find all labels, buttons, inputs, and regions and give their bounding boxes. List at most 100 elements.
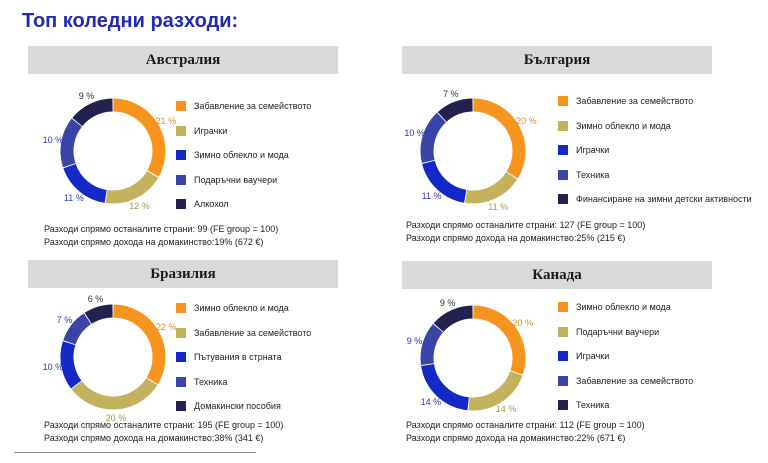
panel-title: Канада [402,261,712,289]
legend-label: Зимно облекло и мода [576,120,671,131]
legend-swatch [558,302,568,313]
stat-relative-spend: Разходи спрямо останалите страни: 99 (FE… [44,224,279,234]
percent-label: 21 % [155,115,177,126]
legend-swatch [176,376,186,387]
legend-label: Играчки [576,145,610,156]
percent-label: 10 % [42,135,64,146]
donut-segment [60,341,82,389]
percent-label: 20 % [516,116,537,127]
donut-segment [60,118,83,168]
legend-swatch [558,120,568,131]
legend-label: Подаръчни ваучери [576,326,660,337]
panel-title: Бразилия [28,260,338,288]
legend-swatch [176,125,186,136]
donut-segment [420,324,444,365]
donut-segment [420,112,447,163]
legend-swatch [558,145,568,156]
legend-item: Домакински пособия [176,394,311,419]
legend-label: Домакински пособия [194,401,281,412]
legend-item: Зимно облекло и мода [176,296,311,321]
percent-label: 22 % [156,322,177,333]
panel-canada: Канада Зимно облекло и мода Подаръчни вау… [402,261,712,461]
legend-item: Зимно облекло и мода [176,143,311,168]
legend-item: Подаръчни ваучери [558,320,693,345]
percent-label: 10 % [404,128,425,139]
panel-australia: Австралия Забавление за семейството Играч… [28,46,338,247]
legend-label: Играчки [576,351,610,362]
donut-segment [433,305,473,333]
stats-block: Разходи спрямо останалите страни: 127 (F… [406,219,645,245]
legend-label: Пътувания в стрната [194,352,282,363]
donut-segment [63,163,108,203]
legend-label: Подаръчни ваучери [194,174,278,185]
legend-item: Техника [176,370,311,395]
donut-segment [473,98,526,179]
legend-swatch [558,375,568,386]
stat-income-share: Разходи спрямо дохода на домакинство:22%… [406,433,626,443]
percent-label: 11 % [63,192,84,203]
donut-segment [465,172,518,204]
legend-label: Зимно облекло и мода [194,303,289,314]
page-title: Топ коледни разходи: [22,10,239,32]
percent-label: 20 % [512,317,533,328]
legend-item: Играчки [176,119,311,144]
legend: Забавление за семейството Играчки Зимно об… [176,94,311,217]
legend-item: Подаръчни ваучери [176,168,311,193]
donut-segment [422,160,467,203]
percent-label: 9 % [406,335,423,346]
percent-label: 11 % [421,190,442,201]
percent-label: 9 % [78,91,95,102]
legend-label: Забавление за семейството [194,101,312,112]
donut-segment [113,98,166,177]
legend-label: Забавление за семейството [576,375,694,386]
stat-relative-spend: Разходи спрямо останалите страни: 127 (F… [406,220,646,230]
panel-brazil: Бразилия Зимно облекло и мода Забавление … [28,260,338,460]
stat-income-share: Разходи спрямо дохода на домакинство:25%… [406,233,626,243]
legend: Зимно облекло и мода Забавление за семейс… [176,296,311,419]
legend-item: Забавление за семейството [558,369,693,394]
legend-item: Зимно облекло и мода [558,295,693,320]
legend-label: Забавление за семейството [194,327,312,338]
legend: Забавление за семейството Зимно облекло и… [558,89,752,212]
stats-block: Разходи спрямо останалите страни: 195 (F… [44,419,283,445]
legend-swatch [176,327,186,338]
stats-block: Разходи спрямо останалите страни: 112 (F… [406,419,645,445]
stat-income-share: Разходи спрямо дохода на домакинство:38%… [44,433,264,443]
legend-label: Забавление за семейството [576,96,694,107]
donut-segment [63,313,92,345]
donut-segment [105,170,159,204]
legend-swatch [558,326,568,337]
percent-label: 10 % [42,362,64,373]
stat-relative-spend: Разходи спрямо останалите страни: 195 (F… [44,420,284,430]
legend-swatch [176,101,186,112]
legend-swatch [558,169,568,180]
percent-label: 7 % [443,89,459,100]
percent-label: 14 % [495,404,517,415]
legend-swatch [176,303,186,314]
percent-label: 11 % [488,201,509,212]
legend-item: Техника [558,163,752,188]
legend-item: Забавление за семейството [176,94,311,119]
legend-label: Зимно облекло и мода [194,150,289,161]
legend-swatch [176,352,186,363]
donut-segment [72,98,113,127]
donut-segment [437,98,473,122]
percent-label: 6 % [87,293,104,304]
legend-item: Алкохол [176,192,311,217]
legend-item: Финансиране на зимни детски активности [558,187,752,212]
legend-swatch [558,400,568,411]
donut-segment [71,377,158,410]
donut-segment [473,305,526,375]
legend-swatch [558,96,568,107]
panel-bulgaria: България Забавление за семейството Зимно … [402,46,752,246]
percent-label: 20 % [105,412,127,423]
legend-label: Техника [194,376,228,387]
legend-item: Зимно облекло и мода [558,114,752,139]
legend-label: Техника [576,400,610,411]
bottom-divider [14,452,256,453]
stat-income-share: Разходи спрямо дохода на домакинство:19%… [44,237,264,247]
legend-item: Играчки [558,344,693,369]
legend-item: Забавление за семейството [176,321,311,346]
legend-label: Играчки [194,125,228,136]
legend-swatch [176,199,186,210]
